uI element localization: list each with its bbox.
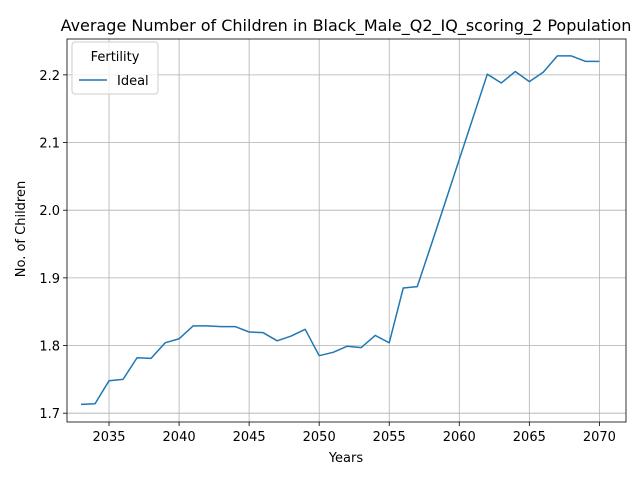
legend-title: Fertility [91,50,140,65]
legend-label-ideal: Ideal [117,74,149,89]
y-tick-label: 2.2 [39,69,60,84]
grid-lines [67,39,626,422]
y-tick-label: 1.7 [39,407,60,422]
y-tick-label: 1.9 [39,272,60,287]
x-tick-label: 2040 [163,430,196,445]
x-tick-label: 2045 [233,430,266,445]
x-tick-label: 2050 [303,430,336,445]
legend: Fertility Ideal [71,41,159,95]
plot-frame [66,38,627,423]
x-axis-title: Years [328,451,364,466]
x-tick-label: 2070 [583,430,616,445]
legend-box [71,41,159,95]
y-tick-label: 2.0 [39,204,60,219]
series-lines [80,55,600,406]
x-tick-label: 2055 [373,430,406,445]
y-tick-label: 2.1 [39,137,60,152]
y-axis-title: No. of Children [14,181,29,277]
x-tick-label: 2065 [513,430,546,445]
x-axis-ticks: 2035 2040 2045 2050 2055 2060 2065 2070 [92,422,616,445]
x-tick-label: 2060 [443,430,476,445]
chart-title: Average Number of Children in Black_Male… [61,16,632,36]
x-tick-label: 2035 [92,430,125,445]
series-line-ideal [80,55,600,406]
y-axis-ticks: 1.7 1.8 1.9 2.0 2.1 2.2 [39,69,67,422]
y-tick-label: 1.8 [39,340,60,355]
